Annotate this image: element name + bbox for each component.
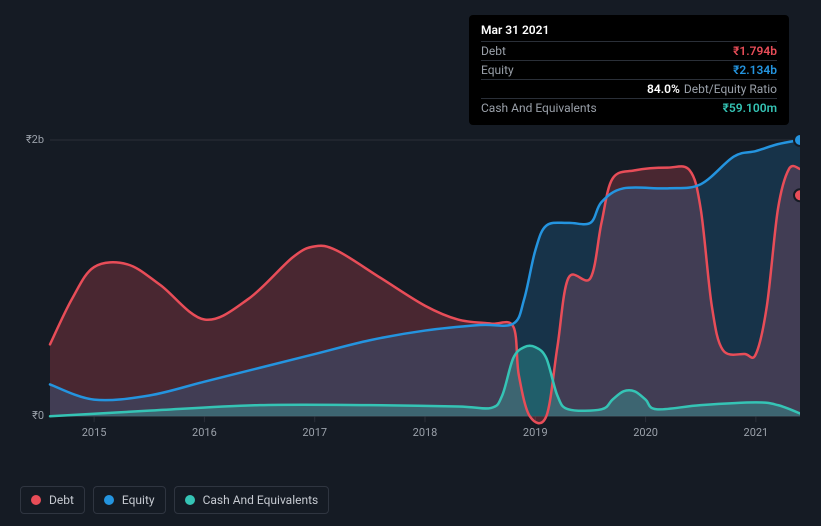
cash-dot-icon: [185, 495, 195, 505]
debt-end-marker-icon: [794, 189, 800, 201]
legend-item-debt[interactable]: Debt: [20, 486, 85, 514]
tooltip-row-label: Cash And Equivalents: [481, 101, 597, 115]
x-axis-label: 2019: [523, 426, 548, 439]
x-axis-label: 2015: [82, 426, 107, 439]
equity-end-marker-icon: [794, 134, 800, 146]
legend-item-cash[interactable]: Cash And Equivalents: [174, 486, 330, 514]
legend-item-label: Cash And Equivalents: [203, 493, 319, 507]
legend-item-equity[interactable]: Equity: [93, 486, 166, 514]
x-axis-label: 2018: [413, 426, 438, 439]
tooltip-date: Mar 31 2021: [481, 23, 777, 41]
debt-dot-icon: [31, 495, 41, 505]
chart-legend: Debt Equity Cash And Equivalents: [20, 486, 329, 514]
legend-item-label: Equity: [122, 493, 155, 507]
chart-canvas: [20, 120, 800, 470]
y-axis-label: ₹0: [14, 409, 44, 422]
tooltip-row-value: ₹59.100m: [723, 101, 777, 115]
tooltip-row: Equity ₹2.134b: [481, 60, 777, 79]
debt-equity-chart[interactable]: ₹0₹2b 2015201620172018201920202021: [20, 120, 800, 450]
tooltip-row-value: 84.0%Debt/Equity Ratio: [647, 82, 777, 96]
tooltip-row: Cash And Equivalents ₹59.100m: [481, 98, 777, 117]
tooltip-row-value: ₹1.794b: [733, 44, 777, 58]
x-axis-label: 2016: [192, 426, 217, 439]
tooltip-row-value: ₹2.134b: [733, 63, 777, 77]
x-axis-label: 2021: [744, 426, 769, 439]
tooltip-row: Debt ₹1.794b: [481, 41, 777, 60]
equity-dot-icon: [104, 495, 114, 505]
legend-item-label: Debt: [49, 493, 74, 507]
tooltip-row-label: Debt: [481, 44, 506, 58]
y-axis-label: ₹2b: [14, 133, 44, 146]
x-axis-label: 2020: [633, 426, 658, 439]
tooltip-row-label: Equity: [481, 63, 514, 77]
tooltip-row: 84.0%Debt/Equity Ratio: [481, 79, 777, 98]
x-axis-label: 2017: [302, 426, 327, 439]
chart-tooltip: Mar 31 2021 Debt ₹1.794b Equity ₹2.134b 84.0…: [469, 15, 789, 125]
